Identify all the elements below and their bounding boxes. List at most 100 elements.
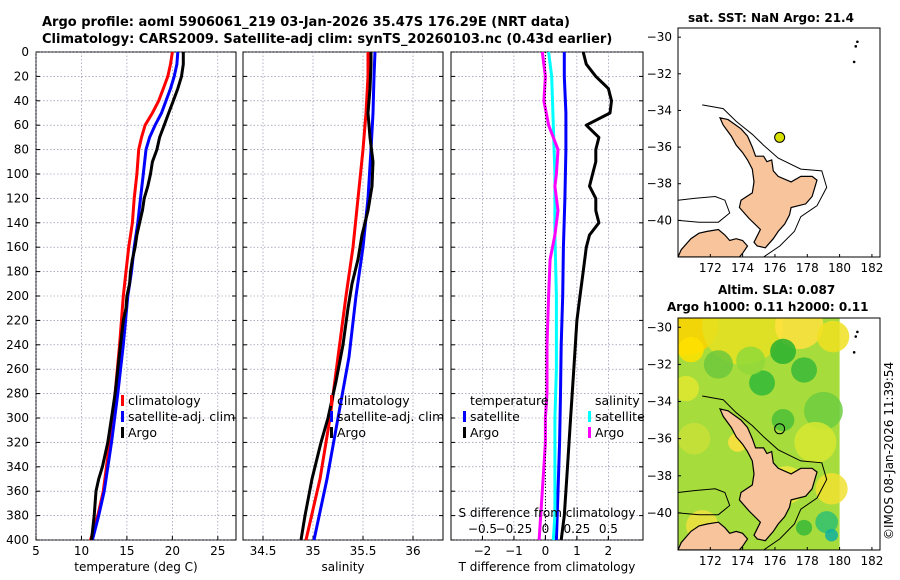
sla-anomaly-patch xyxy=(736,346,766,375)
x-tick-label: −1 xyxy=(505,544,523,558)
map-x-tick-label: 182 xyxy=(860,554,883,568)
sla-anomaly-patch xyxy=(804,391,843,430)
island xyxy=(852,60,856,64)
legend-swatch xyxy=(330,395,333,406)
x-tick-label: 1 xyxy=(573,544,581,558)
s-tick-label: 0 xyxy=(542,522,550,536)
y-tick-label: 140 xyxy=(6,216,29,230)
south-island-land xyxy=(678,228,749,257)
legend-swatch xyxy=(588,427,591,438)
sla-anomaly-patch xyxy=(794,421,837,463)
y-tick-label: 60 xyxy=(14,118,29,132)
bathymetry-contour xyxy=(702,104,828,257)
map-x-tick-label: 174 xyxy=(731,261,754,275)
x-axis-label: temperature (deg C) xyxy=(74,560,197,574)
s-tick-label: −0.25 xyxy=(496,522,533,536)
sla-anomaly-patch xyxy=(825,528,838,542)
sla-map-title: Altim. SLA: 0.087 xyxy=(718,283,836,297)
legend-swatch xyxy=(330,411,333,422)
map-frame xyxy=(677,317,881,551)
legend-label: satellite-adj. clim xyxy=(128,409,235,424)
y-tick-label: 400 xyxy=(6,533,29,547)
x-axis-label: salinity xyxy=(321,560,364,574)
map-y-tick-label: −36 xyxy=(647,432,672,446)
sla-anomaly-patch xyxy=(678,336,704,363)
map-x-tick-label: 172 xyxy=(699,554,722,568)
legend-label: Argo xyxy=(337,425,366,440)
map-x-tick-label: 178 xyxy=(796,554,819,568)
sst-map: 172 174 176 178 180 182 −30 −32 −34 −36 −38 −40 xyxy=(647,27,883,275)
island xyxy=(852,351,856,354)
map-x-tick-label: 178 xyxy=(796,261,819,275)
sla-anomaly-patch xyxy=(771,409,795,432)
map-x-tick-label: 182 xyxy=(860,261,883,275)
legend-swatch xyxy=(588,411,591,422)
plot-frame xyxy=(35,51,237,541)
sla-anomaly-patch xyxy=(815,472,848,505)
sst-map-title: sat. SST: NaN Argo: 21.4 xyxy=(688,11,854,25)
sla-anomaly-patch xyxy=(703,350,733,379)
map-y-tick-label: −40 xyxy=(647,213,672,227)
x-tick-label: 25 xyxy=(210,544,225,558)
map-frame xyxy=(677,27,881,258)
y-tick-label: 380 xyxy=(6,509,29,523)
x-tick-label: −2 xyxy=(474,544,492,558)
series-line-t-argo xyxy=(559,51,613,541)
x-tick-label: 34.5 xyxy=(250,544,277,558)
s-tick-label: 0.25 xyxy=(564,522,591,536)
legend-label: temperature xyxy=(470,393,549,408)
sla-anomaly-patch xyxy=(791,357,817,383)
bathymetry-contour xyxy=(678,488,731,516)
y-tick-label: 320 xyxy=(6,435,29,449)
sla-anomaly-patch xyxy=(816,320,850,353)
north-island-land xyxy=(718,116,818,249)
map-body xyxy=(678,28,880,257)
legend-swatch xyxy=(463,427,466,438)
legend-swatch xyxy=(463,411,466,422)
series-line-climatology xyxy=(304,52,370,541)
sla-map: 172 174 176 178 180 182 −30 −32 −34 −36 −38 −40 xyxy=(647,317,883,568)
series-line-argo xyxy=(299,52,375,541)
y-tick-label: 180 xyxy=(6,265,29,279)
x-tick-label: 2 xyxy=(605,544,613,558)
sla-map-subtitle: Argo h1000: 0.11 h2000: 0.11 xyxy=(667,300,869,314)
legend-label: Argo xyxy=(595,425,624,440)
north-island-land xyxy=(718,408,818,542)
map-y-tick-label: −32 xyxy=(647,357,672,371)
map-y-tick-label: −30 xyxy=(647,320,672,334)
map-x-tick-label: 174 xyxy=(731,554,754,568)
y-tick-label: 20 xyxy=(14,69,29,83)
difference-legend: temperaturesatelliteArgosalinitysatellit… xyxy=(463,393,645,440)
map-y-tick-label: −38 xyxy=(647,177,672,191)
argo-float-marker xyxy=(774,131,786,143)
island xyxy=(856,330,859,334)
profile-panel-1: 34.5 35 35.5 36 salinity xyxy=(242,51,444,574)
y-tick-label: 280 xyxy=(6,387,29,401)
sla-anomaly-patch xyxy=(678,375,700,402)
y-tick-label: 300 xyxy=(6,411,29,425)
x-tick-label: 15 xyxy=(119,544,134,558)
x-tick-label: 36 xyxy=(405,544,420,558)
y-tick-label: 360 xyxy=(6,484,29,498)
y-tick-label: 160 xyxy=(6,240,29,254)
legend-label: Argo xyxy=(128,425,157,440)
legend-label: climatology xyxy=(128,393,201,408)
series-line-satellite-adj-clim xyxy=(90,51,180,541)
x-tick-label: 0 xyxy=(542,544,550,558)
legend-swatch xyxy=(121,411,124,422)
y-tick-label: 100 xyxy=(6,167,29,181)
y-tick-label: 80 xyxy=(14,143,29,157)
figure-title-line1: Argo profile: aoml 5906061_219 03-Jan-20… xyxy=(42,15,570,30)
sla-anomaly-patch xyxy=(815,511,838,534)
argo-float-marker xyxy=(774,423,786,435)
map-x-tick-label: 180 xyxy=(828,554,851,568)
y-tick-label: 220 xyxy=(6,313,29,327)
bathymetry-contour xyxy=(702,395,828,550)
s-tick-label: −0.5 xyxy=(468,522,497,536)
map-x-tick-label: 176 xyxy=(764,554,787,568)
sla-anomaly-patch xyxy=(749,370,775,396)
sla-anomaly-patch xyxy=(770,338,796,365)
legend-swatch xyxy=(330,427,333,438)
